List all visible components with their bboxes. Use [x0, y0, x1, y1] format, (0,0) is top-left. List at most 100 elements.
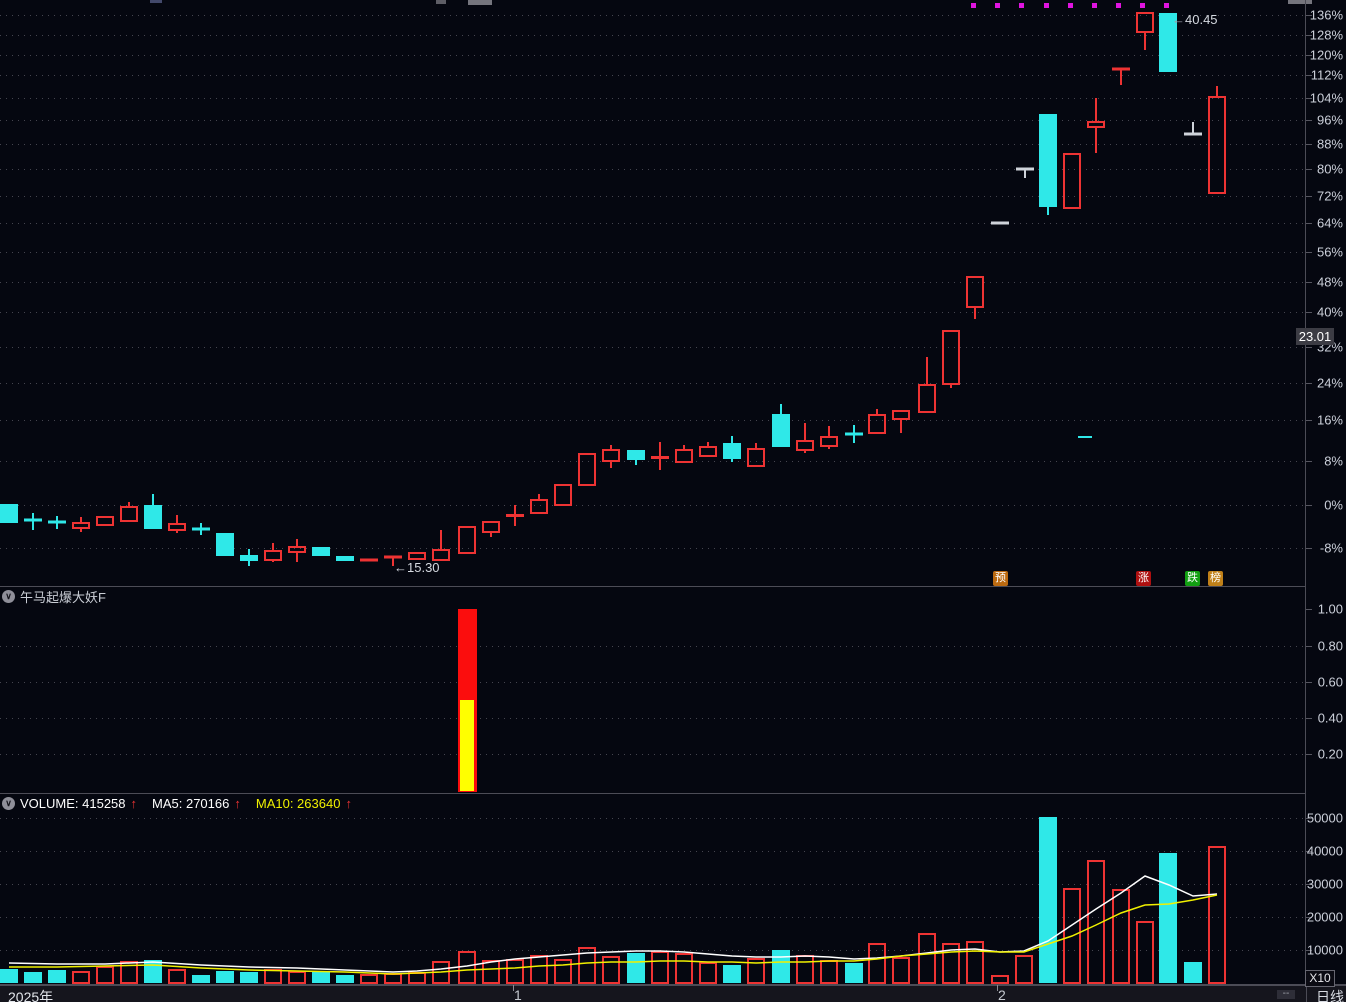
- volume-bar-up: [700, 963, 716, 983]
- period-selector[interactable]: 日线: [1316, 987, 1344, 1002]
- volume-bar-up: [603, 957, 619, 983]
- candle-body-up: [169, 524, 185, 530]
- volume-bar-up: [409, 973, 425, 983]
- axis-tick: [1306, 718, 1312, 719]
- volume-bar-down: [1184, 962, 1202, 983]
- axis-tick: [1306, 682, 1312, 683]
- scrollbar-handle[interactable]: --: [1277, 990, 1295, 999]
- axis-tick: [1306, 461, 1312, 462]
- signal-bar: [460, 700, 474, 791]
- left-arrow-icon: ←: [394, 560, 407, 575]
- axis-tick: [1306, 548, 1312, 549]
- percent-axis-label: 96%: [1317, 113, 1343, 128]
- candle-body-up: [1137, 13, 1153, 32]
- axis-tick: [1306, 312, 1312, 313]
- volume-axis-label: 20000: [1307, 910, 1343, 925]
- indicator-axis-label: 1.00: [1318, 602, 1343, 617]
- volume-bar-up: [1113, 890, 1129, 983]
- up-arrow-icon: ↑: [234, 796, 241, 811]
- volume-header: ∨ VOLUME: 415258 ↑ MA5: 270166 ↑ MA10: 2…: [2, 795, 362, 811]
- volume-bar-up: [265, 970, 281, 983]
- candle-body-up: [748, 449, 764, 466]
- candle-body-up: [433, 550, 449, 560]
- up-arrow-icon: ↑: [345, 796, 352, 811]
- axis-tick: [1306, 420, 1312, 421]
- volume-bar-down: [1159, 853, 1177, 983]
- chevron-down-icon[interactable]: ∨: [2, 590, 15, 603]
- volume-bar-up: [893, 958, 909, 983]
- volume-bar-down: [192, 975, 210, 983]
- event-badge-预[interactable]: 预: [993, 571, 1008, 586]
- event-badge-跌[interactable]: 跌: [1185, 571, 1200, 586]
- axis-tick: [1306, 252, 1312, 253]
- candle-body-down: [627, 450, 645, 460]
- volume-value: VOLUME: 415258: [20, 796, 126, 811]
- percent-axis-label: 136%: [1310, 8, 1343, 23]
- volume-bar-down: [48, 970, 66, 983]
- percent-axis-label: 88%: [1317, 137, 1343, 152]
- chart-canvas[interactable]: [0, 0, 1346, 1002]
- high-price-value: 40.45: [1185, 12, 1218, 27]
- candle-body-down: [1039, 114, 1057, 207]
- chevron-down-icon[interactable]: ∨: [2, 797, 15, 810]
- event-badge-涨[interactable]: 涨: [1136, 571, 1151, 586]
- volume-bar-up: [676, 954, 692, 983]
- volume-bar-up: [967, 942, 983, 983]
- indicator-axis-label: 0.40: [1318, 711, 1343, 726]
- percent-axis-label: 72%: [1317, 189, 1343, 204]
- ui-fragment: [436, 0, 446, 4]
- candle-body-down: [240, 555, 258, 561]
- candle-body-up: [483, 522, 499, 532]
- month-label: 1: [514, 987, 522, 1002]
- volume-bar-down: [24, 972, 42, 983]
- candle-body-up: [409, 553, 425, 559]
- indicator-axis-label: 0.80: [1318, 639, 1343, 654]
- right-axis: 136%128%120%112%104%96%88%80%72%64%56%48…: [1306, 0, 1346, 985]
- percent-axis-label: 40%: [1317, 305, 1343, 320]
- candle-body-down: [772, 414, 790, 447]
- percent-axis-label: 24%: [1317, 376, 1343, 391]
- percent-axis-label: 0%: [1324, 498, 1343, 513]
- volume-bar-up: [97, 967, 113, 983]
- ma10-line: [9, 895, 1217, 974]
- status-divider: [1306, 986, 1307, 1002]
- stock-chart-app: ←40.45 ←15.30 预涨跌榜 ∨ 午马起爆大妖F ∨ VOLUME: 4…: [0, 0, 1346, 1002]
- candle-body-up: [459, 527, 475, 553]
- axis-tick: [1306, 196, 1312, 197]
- volume-bar-up: [1209, 847, 1225, 983]
- indicator-axis-label: 0.60: [1318, 675, 1343, 690]
- indicator-axis-label: 0.20: [1318, 747, 1343, 762]
- candle-body-up: [73, 523, 89, 528]
- percent-axis-label: 120%: [1310, 48, 1343, 63]
- limit-up-mark: [995, 3, 1000, 8]
- candle-body-up: [1209, 97, 1225, 193]
- candle-body-up: [1064, 154, 1080, 208]
- last-price-tag: 23.01: [1296, 328, 1334, 345]
- ma5-value: MA5: 270166: [152, 796, 229, 811]
- volume-bar-up: [483, 961, 499, 983]
- volume-bar-up: [531, 956, 547, 983]
- axis-tick: [1306, 144, 1312, 145]
- candle-body-up: [1088, 122, 1104, 127]
- candle-body-up: [893, 411, 909, 419]
- candle-body-up: [967, 277, 983, 307]
- ui-fragment: [1078, 436, 1092, 438]
- volume-bar-down: [0, 969, 18, 983]
- volume-axis-label: 50000: [1307, 811, 1343, 826]
- limit-up-mark: [1044, 3, 1049, 8]
- volume-bar-up: [361, 975, 377, 983]
- axis-tick: [1306, 223, 1312, 224]
- percent-axis-label: 64%: [1317, 216, 1343, 231]
- percent-axis-label: 16%: [1317, 413, 1343, 428]
- percent-axis-label: 104%: [1310, 91, 1343, 106]
- candle-body-up: [700, 447, 716, 456]
- candle-body-down: [216, 533, 234, 556]
- percent-axis-label: 112%: [1311, 68, 1343, 83]
- candle-body-up: [289, 547, 305, 552]
- volume-bar-down: [336, 975, 354, 983]
- limit-up-mark: [971, 3, 976, 8]
- volume-bar-down: [627, 953, 645, 983]
- volume-bar-down: [240, 972, 258, 983]
- event-badge-榜[interactable]: 榜: [1208, 571, 1223, 586]
- candle-body-down: [0, 504, 18, 523]
